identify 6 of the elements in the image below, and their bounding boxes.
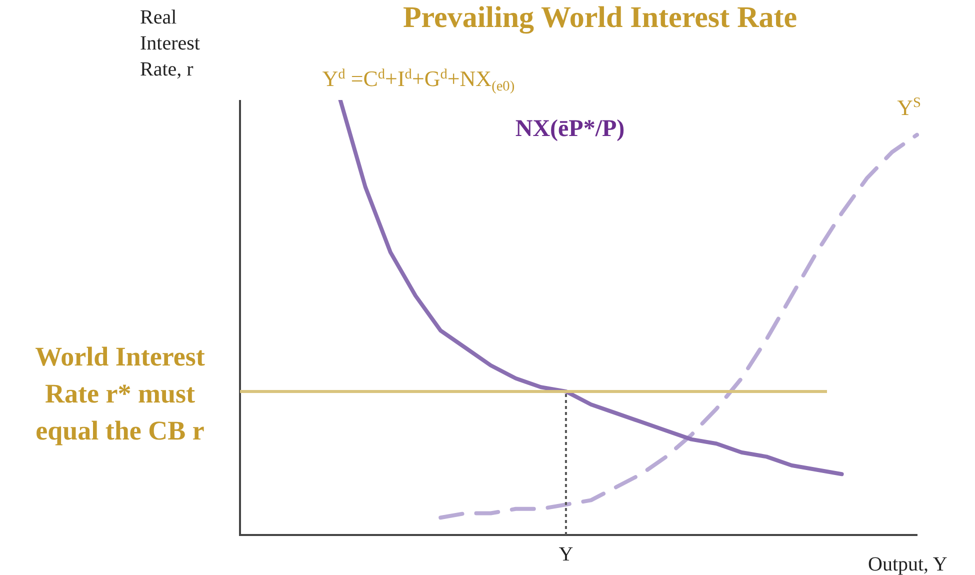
ref-line-label: World Interest Rate r* must equal the CB r	[35, 341, 205, 446]
chart-title: Prevailing World Interest Rate	[402, 0, 798, 34]
y-axis-title: Real Interest Rate, r	[140, 6, 200, 80]
annotation: NX(ēP*/P)	[515, 116, 625, 142]
text: Y	[558, 543, 574, 566]
x-axis-title: Output, Y	[868, 553, 948, 575]
